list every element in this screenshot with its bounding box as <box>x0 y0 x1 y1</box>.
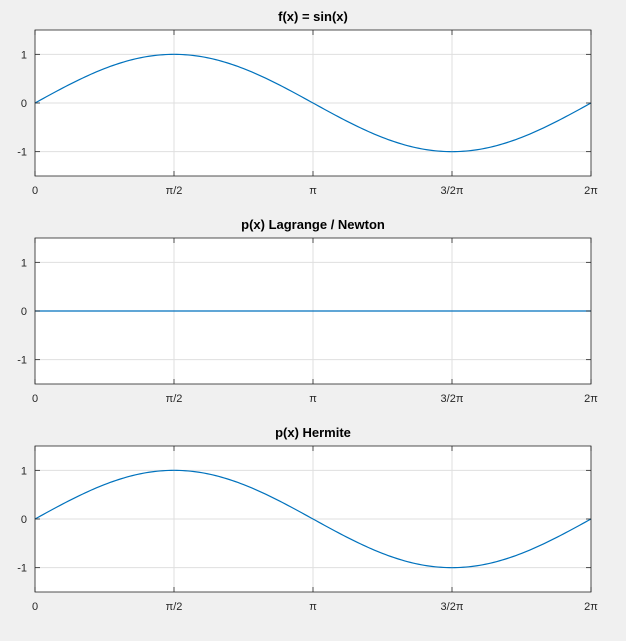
y-tick-label: -1 <box>17 563 27 575</box>
x-tick-label: 2π <box>584 393 598 405</box>
axes-box <box>34 237 592 385</box>
y-tick-label: 0 <box>21 98 27 110</box>
x-tick-label: 2π <box>584 185 598 197</box>
x-tick-label: π <box>309 601 317 613</box>
x-tick-label: 3/2π <box>441 185 464 197</box>
axes-3: 0 π/2 π 3/2π 2π -1 0 1 p(x) Hermite <box>17 425 598 613</box>
y-tick-label: 1 <box>21 49 27 61</box>
y-tick-label: -1 <box>17 355 27 367</box>
x-tick-label: π/2 <box>166 601 183 613</box>
x-tick-label: 3/2π <box>441 393 464 405</box>
series-line <box>34 53 592 153</box>
y-tick-label: 0 <box>21 306 27 318</box>
x-tick-label: π/2 <box>166 393 183 405</box>
x-tick-label: 0 <box>32 601 38 613</box>
chart-title: p(x) Lagrange / Newton <box>241 217 385 232</box>
axes-box <box>34 445 592 593</box>
series-line <box>34 469 592 569</box>
x-tick-label: 0 <box>32 393 38 405</box>
y-tick-label: -1 <box>17 147 27 159</box>
chart-title: f(x) = sin(x) <box>278 9 348 24</box>
x-tick-label: π <box>309 393 317 405</box>
y-tick-label: 0 <box>21 514 27 526</box>
axes-1: 0 π/2 π 3/2π 2π -1 0 1 f(x) = sin(x) <box>17 9 598 197</box>
x-tick-label: 3/2π <box>441 601 464 613</box>
x-tick-label: π/2 <box>166 185 183 197</box>
x-tick-label: 0 <box>32 185 38 197</box>
y-tick-label: 1 <box>21 257 27 269</box>
y-tick-label: 1 <box>21 465 27 477</box>
x-tick-label: 2π <box>584 601 598 613</box>
x-tick-label: π <box>309 185 317 197</box>
axes-box <box>34 29 592 177</box>
axes-2: 0 π/2 π 3/2π 2π -1 0 1 p(x) Lagrange / Newton <box>17 217 598 405</box>
chart-title: p(x) Hermite <box>275 425 351 440</box>
